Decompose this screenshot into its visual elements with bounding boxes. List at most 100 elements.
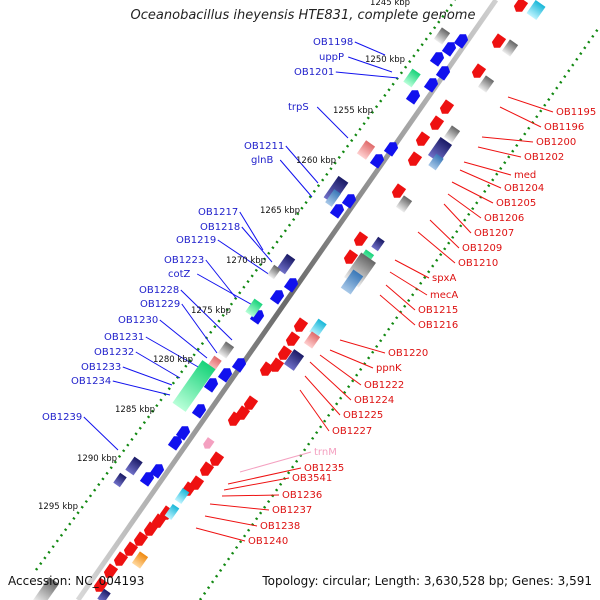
gene-cog-box[interactable]: [125, 456, 143, 476]
gene-label[interactable]: OB1230: [118, 315, 158, 326]
gene-label[interactable]: OB1235: [304, 463, 344, 474]
reverse-gene-arrow[interactable]: [438, 99, 455, 116]
gene-label[interactable]: spxA: [432, 273, 456, 284]
gene-label[interactable]: OB1216: [418, 320, 458, 331]
gene-cog-box[interactable]: [356, 140, 376, 160]
gene-cog-box[interactable]: [477, 75, 495, 93]
reverse-gene-arrow[interactable]: [512, 0, 529, 15]
gene-label[interactable]: OB1229: [140, 299, 180, 310]
reverse-gene-arrow[interactable]: [268, 357, 285, 374]
gene-label[interactable]: OB1233: [81, 362, 121, 373]
gene-cog-box[interactable]: [267, 264, 281, 280]
forward-gene-arrow[interactable]: [139, 469, 156, 487]
gene-label[interactable]: OB1224: [354, 395, 394, 406]
forward-gene-arrow[interactable]: [435, 63, 452, 81]
forward-gene-arrow[interactable]: [429, 49, 446, 67]
gene-cog-box[interactable]: [174, 487, 190, 505]
gene-cog-box[interactable]: [303, 331, 321, 349]
reverse-gene-arrow[interactable]: [490, 33, 507, 50]
reverse-gene-arrow[interactable]: [258, 361, 275, 378]
forward-gene-arrow[interactable]: [149, 461, 166, 479]
reverse-gene-arrow[interactable]: [150, 513, 167, 530]
reverse-gene-arrow[interactable]: [292, 317, 309, 334]
forward-gene-arrow[interactable]: [203, 375, 220, 393]
forward-gene-arrow[interactable]: [217, 365, 234, 383]
gene-cog-box[interactable]: [428, 153, 444, 171]
reverse-gene-arrow[interactable]: [428, 115, 445, 132]
gene-label[interactable]: OB1198: [313, 37, 353, 48]
forward-gene-arrow[interactable]: [453, 31, 470, 49]
gene-label[interactable]: OB1223: [164, 255, 204, 266]
reverse-gene-arrow[interactable]: [198, 461, 215, 478]
gene-cog-box[interactable]: [433, 27, 451, 45]
reverse-gene-arrow[interactable]: [132, 531, 149, 548]
reverse-gene-arrow[interactable]: [242, 395, 259, 412]
forward-gene-arrow[interactable]: [405, 87, 422, 105]
gene-label[interactable]: OB1200: [536, 137, 576, 148]
reverse-gene-arrow[interactable]: [414, 131, 431, 148]
gene-label[interactable]: OB1196: [544, 122, 584, 133]
reverse-gene-arrow[interactable]: [352, 231, 369, 248]
gene-label[interactable]: OB1236: [282, 490, 322, 501]
reverse-gene-arrow[interactable]: [122, 541, 139, 558]
gene-cog-box[interactable]: [501, 39, 519, 57]
gene-label[interactable]: glnB: [251, 155, 273, 166]
gene-label[interactable]: OB1240: [248, 536, 288, 547]
forward-gene-arrow[interactable]: [369, 151, 386, 169]
forward-gene-arrow[interactable]: [167, 433, 184, 451]
gene-cog-box[interactable]: [245, 298, 263, 318]
gene-cog-box[interactable]: [340, 269, 364, 295]
gene-label[interactable]: ppnK: [376, 363, 402, 374]
gene-label[interactable]: OB1219: [176, 235, 216, 246]
gene-cog-box[interactable]: [526, 0, 546, 20]
gene-label[interactable]: OB1227: [332, 426, 372, 437]
gene-label[interactable]: OB1215: [418, 305, 458, 316]
forward-gene-arrow[interactable]: [231, 355, 248, 373]
gene-cog-box[interactable]: [371, 236, 385, 252]
gene-cog-box[interactable]: [443, 125, 461, 143]
gene-label[interactable]: OB1238: [260, 521, 300, 532]
gene-label[interactable]: OB1232: [94, 347, 134, 358]
gene-cog-box[interactable]: [217, 341, 235, 359]
forward-gene-arrow[interactable]: [423, 75, 440, 93]
reverse-gene-arrow[interactable]: [208, 451, 225, 468]
gene-cog-box[interactable]: [113, 472, 127, 488]
reverse-gene-arrow[interactable]: [202, 437, 215, 451]
reverse-gene-arrow[interactable]: [142, 521, 159, 538]
gene-label[interactable]: OB1195: [556, 107, 596, 118]
gene-label[interactable]: OB1201: [294, 67, 334, 78]
gene-cog-box[interactable]: [325, 189, 341, 207]
forward-gene-arrow[interactable]: [441, 39, 458, 57]
gene-label[interactable]: OB1206: [484, 213, 524, 224]
gene-label[interactable]: OB1231: [104, 332, 144, 343]
gene-label[interactable]: OB1239: [42, 412, 82, 423]
gene-cog-box[interactable]: [403, 68, 421, 88]
gene-label[interactable]: OB1207: [474, 228, 514, 239]
gene-label[interactable]: OB1234: [71, 376, 111, 387]
gene-cog-box[interactable]: [131, 551, 149, 569]
gene-label[interactable]: OB1202: [524, 152, 564, 163]
gene-label[interactable]: OB1209: [462, 243, 502, 254]
gene-label[interactable]: mecA: [430, 290, 458, 301]
gene-cog-box[interactable]: [276, 253, 296, 275]
gene-cog-box[interactable]: [283, 349, 305, 371]
gene-label[interactable]: OB1211: [244, 141, 284, 152]
forward-gene-arrow[interactable]: [329, 201, 346, 219]
gene-label[interactable]: OB3541: [292, 473, 332, 484]
forward-gene-arrow[interactable]: [341, 191, 358, 209]
reverse-gene-arrow[interactable]: [470, 63, 487, 80]
gene-label[interactable]: uppP: [319, 52, 344, 63]
reverse-gene-arrow[interactable]: [102, 563, 119, 580]
forward-gene-arrow[interactable]: [383, 139, 400, 157]
reverse-gene-arrow[interactable]: [92, 577, 109, 594]
gene-cog-box[interactable]: [395, 195, 413, 213]
reverse-gene-arrow[interactable]: [342, 249, 359, 266]
reverse-gene-arrow[interactable]: [112, 551, 129, 568]
reverse-gene-arrow[interactable]: [390, 183, 407, 200]
forward-gene-arrow[interactable]: [191, 401, 208, 419]
gene-label[interactable]: OB1222: [364, 380, 404, 391]
gene-label[interactable]: OB1225: [343, 410, 383, 421]
reverse-gene-arrow[interactable]: [226, 411, 243, 428]
gene-label[interactable]: OB1228: [139, 285, 179, 296]
gene-label[interactable]: OB1218: [200, 222, 240, 233]
